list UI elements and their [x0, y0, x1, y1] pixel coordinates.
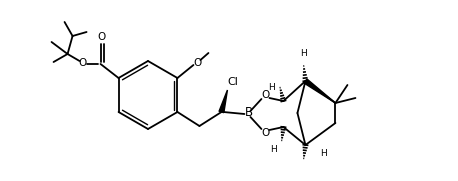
Text: H: H [300, 49, 307, 58]
Text: O: O [262, 128, 270, 138]
Polygon shape [219, 90, 228, 113]
Text: H: H [268, 83, 275, 92]
Text: B: B [245, 106, 252, 119]
Text: O: O [193, 58, 202, 68]
Text: O: O [78, 58, 87, 68]
Text: H: H [270, 144, 277, 153]
Text: O: O [262, 90, 270, 100]
Polygon shape [304, 79, 335, 103]
Text: Cl: Cl [227, 77, 238, 87]
Text: H: H [320, 148, 327, 157]
Text: O: O [98, 32, 106, 42]
